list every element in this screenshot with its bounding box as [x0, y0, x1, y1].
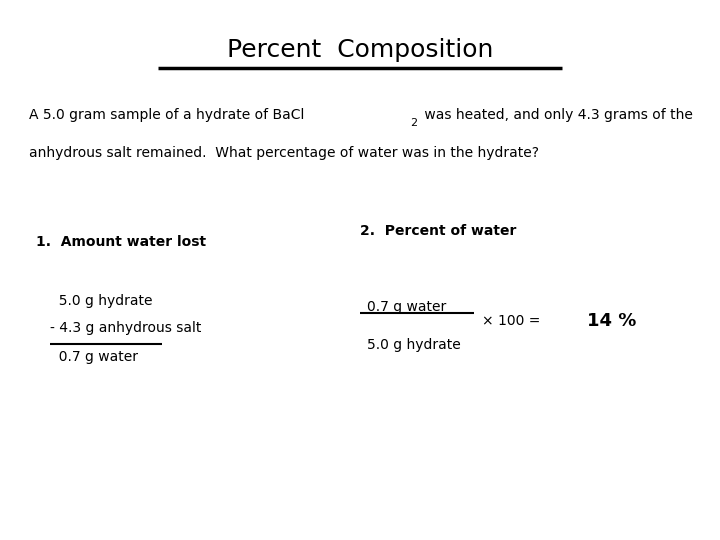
Text: 2.  Percent of water: 2. Percent of water — [360, 224, 516, 238]
Text: was heated, and only 4.3 grams of the: was heated, and only 4.3 grams of the — [420, 108, 693, 122]
Text: 1.  Amount water lost: 1. Amount water lost — [36, 235, 206, 249]
Text: 14 %: 14 % — [587, 312, 636, 330]
Text: anhydrous salt remained.  What percentage of water was in the hydrate?: anhydrous salt remained. What percentage… — [29, 146, 539, 160]
Text: 5.0 g hydrate: 5.0 g hydrate — [367, 338, 461, 352]
Text: 5.0 g hydrate: 5.0 g hydrate — [50, 294, 153, 308]
Text: A 5.0 gram sample of a hydrate of BaCl: A 5.0 gram sample of a hydrate of BaCl — [29, 108, 304, 122]
Text: 2: 2 — [410, 118, 417, 128]
Text: - 4.3 g anhydrous salt: - 4.3 g anhydrous salt — [50, 321, 202, 335]
Text: 0.7 g water: 0.7 g water — [367, 300, 446, 314]
Text: Percent  Composition: Percent Composition — [227, 38, 493, 62]
Text: 0.7 g water: 0.7 g water — [50, 350, 138, 363]
Text: × 100 =: × 100 = — [482, 314, 541, 328]
